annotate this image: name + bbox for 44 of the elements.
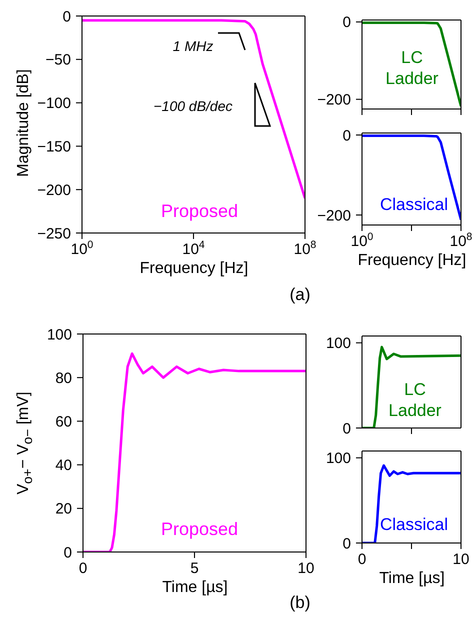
y-tick-label: −150 bbox=[37, 138, 71, 156]
x-tick-label: 10$^{0}$ bbox=[70, 239, 94, 258]
y-tick-label: −100 bbox=[37, 95, 71, 112]
text: (b) bbox=[290, 593, 310, 612]
y-tick-label: −200 bbox=[37, 182, 71, 199]
text: (a) bbox=[288, 285, 312, 305]
x-axis-title: Frequency [Hz] bbox=[138, 260, 250, 278]
y-tick-label: 80 bbox=[55, 370, 72, 387]
series-label: Classical bbox=[380, 514, 448, 535]
x-tick-label: 10 bbox=[298, 560, 314, 577]
x-axis-title: Time [µs] bbox=[378, 570, 446, 588]
series-label: LC Ladder bbox=[384, 47, 440, 89]
y-tick-label: 100 bbox=[326, 450, 351, 468]
y-tick-label: −50 bbox=[46, 52, 71, 69]
annotation: −100 dB/dec bbox=[152, 98, 234, 114]
y-tick-label: 0 bbox=[342, 14, 351, 32]
series-label: Classical bbox=[380, 194, 448, 215]
y-tick-label: 20 bbox=[55, 500, 72, 518]
y-tick-label: 0 bbox=[342, 535, 351, 552]
y-tick-label: −200 bbox=[317, 207, 351, 224]
x-tick-label: 10$^{8}$ bbox=[294, 239, 316, 258]
y-tick-label: 100 bbox=[46, 326, 72, 344]
x-tick-label: 10$^{0}$ bbox=[350, 231, 374, 250]
y-tick-label: 0 bbox=[342, 420, 351, 438]
x-tick-label: 5 bbox=[190, 560, 199, 577]
y-axis-title: Magnitude [dB] bbox=[15, 68, 33, 179]
y-tick-label: 0 bbox=[62, 8, 71, 26]
y-tick-label: 40 bbox=[55, 457, 72, 474]
x-axis-title: Time [µs] bbox=[162, 579, 228, 596]
x-tick-label: 0 bbox=[78, 560, 88, 577]
y-tick-label: −200 bbox=[317, 92, 351, 109]
x-tick-label: 10 bbox=[452, 551, 470, 568]
x-axis-title: Frequency [Hz] bbox=[356, 252, 468, 270]
x-tick-label: 10$^{4}$ bbox=[182, 239, 205, 258]
y-tick-label: 0 bbox=[342, 127, 351, 144]
y-tick-label: −250 bbox=[37, 225, 71, 242]
annotation: 1 MHz bbox=[172, 38, 214, 54]
y-tick-label: 100 bbox=[326, 335, 351, 352]
text: Proposed bbox=[161, 201, 238, 222]
series-label: LC Ladder bbox=[388, 379, 442, 421]
x-tick-label: 0 bbox=[358, 551, 366, 568]
y-tick-label: 60 bbox=[55, 413, 72, 430]
x-tick-label: 10$^{8}$ bbox=[450, 231, 472, 250]
text: Proposed bbox=[161, 519, 238, 540]
